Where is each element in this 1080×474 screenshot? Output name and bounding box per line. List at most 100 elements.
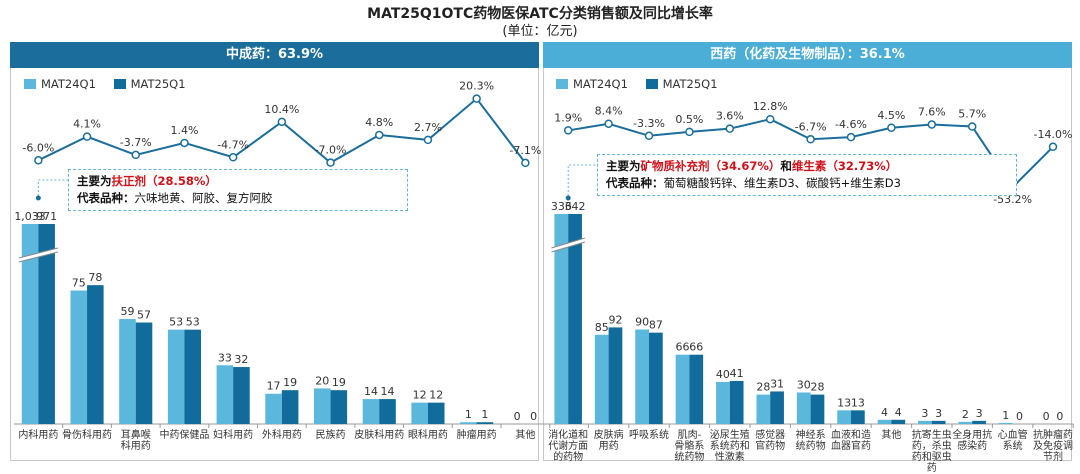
data-label-mat24: 3	[921, 407, 928, 420]
bar-mat24	[594, 334, 609, 424]
bar-mat24	[716, 382, 730, 424]
growth-point	[967, 122, 977, 131]
growth-label: 0.5%	[675, 113, 703, 126]
bar-mat24	[837, 410, 851, 424]
bar-mat25	[427, 402, 445, 424]
bar-mat24	[756, 394, 771, 424]
growth-point	[765, 114, 775, 124]
bar-mat25	[476, 422, 494, 424]
bar-mat25	[87, 285, 104, 424]
data-label-mat25: 32	[234, 353, 248, 366]
growth-label: 1.9%	[554, 111, 582, 124]
bar-mat25	[729, 380, 744, 424]
category-label: 抗肿瘤药 及免疫调 节剂	[1033, 430, 1073, 463]
growth-point	[131, 150, 140, 160]
bar-mat24	[216, 365, 234, 424]
data-label-mat24: 20	[315, 374, 329, 387]
data-label-mat25: 66	[689, 341, 703, 354]
growth-point	[563, 126, 573, 135]
bar-mat24	[635, 329, 649, 424]
bar-mat25	[281, 390, 299, 424]
data-label-mat25: 3	[976, 407, 983, 420]
data-label-mat24: 13	[837, 396, 851, 409]
data-label-mat25: 14	[381, 385, 395, 398]
data-label-mat25: 971	[36, 210, 57, 223]
annotation-western: 主要为矿物质补充剂（34.67%）和维生素（32.73%） 代表品种：葡萄糖酸钙…	[597, 154, 1017, 196]
data-label-mat24: 12	[413, 389, 427, 402]
growth-label: -6.0%	[22, 141, 54, 154]
category-label: 外科用药	[261, 430, 302, 441]
legend-swatch-mat24	[24, 79, 36, 89]
growth-point	[887, 123, 896, 133]
legend-tcm: MAT24Q1 MAT25Q1	[24, 77, 200, 91]
annotation-leader	[567, 164, 597, 196]
category-label: 消化道和 代谢方面 的药物	[548, 430, 589, 463]
panel-header-tcm: 中成药：63.9%	[10, 42, 539, 68]
bar-mat25	[330, 390, 348, 424]
data-label-mat24: 4	[881, 406, 888, 419]
growth-label: 7.6%	[918, 106, 946, 119]
bar-mat24	[362, 399, 380, 424]
growth-point	[685, 127, 694, 137]
bar-mat25	[233, 367, 250, 424]
growth-label: 20.3%	[459, 80, 494, 93]
data-label-mat25: 57	[137, 309, 151, 322]
growth-point	[472, 94, 481, 103]
axis-break-mark	[18, 248, 58, 262]
data-label-mat24: 336	[551, 200, 572, 213]
growth-label: -3.7%	[120, 136, 152, 149]
data-label-mat25: 28	[810, 381, 824, 394]
growth-label: -6.7%	[795, 120, 827, 133]
growth-point	[806, 135, 815, 144]
category-label: 血液和造 血器官药	[831, 430, 871, 452]
legend-swatch-mat24	[556, 79, 568, 89]
category-label: 内科用药	[18, 430, 59, 441]
category-label: 呼吸系统	[629, 430, 669, 441]
growth-label: -3.3%	[633, 117, 665, 130]
category-label: 抗寄生虫 药，杀虫 药和驱虫药	[911, 430, 952, 474]
data-label-mat24: 14	[364, 385, 378, 398]
bar-mat24	[265, 393, 282, 424]
data-label-mat24: 75	[72, 277, 86, 290]
growth-point	[521, 158, 530, 168]
growth-point	[725, 124, 735, 133]
data-label-mat24: 90	[635, 316, 649, 329]
category-label: 肿瘤用药	[456, 430, 497, 441]
category-label: 泌尿生殖 系统药和 性激素	[709, 430, 750, 463]
data-label-mat24: 59	[120, 305, 134, 318]
bar-mat24	[675, 354, 690, 424]
legend-label-mat25: MAT25Q1	[130, 77, 186, 91]
bar-mat24	[411, 402, 428, 424]
bar-mat24	[877, 419, 892, 424]
legend-swatch-mat25	[645, 79, 658, 89]
category-label: 心血管 系统	[997, 430, 1028, 452]
legend-label-mat25: MAT25Q1	[662, 77, 718, 91]
data-label-mat24: 40	[716, 368, 730, 381]
growth-point	[927, 120, 937, 129]
data-label-mat24: 66	[676, 341, 690, 354]
growth-label: -4.7%	[217, 138, 249, 151]
bar-mat24	[918, 420, 932, 424]
data-label-mat24: 1	[465, 408, 472, 421]
category-label: 中药保健品	[159, 430, 210, 441]
category-label: 其他	[515, 430, 536, 441]
growth-point	[1048, 142, 1058, 152]
axis-break-mark	[551, 238, 585, 252]
data-label-mat24: 2	[962, 408, 969, 421]
legend-label-mat24: MAT24Q1	[41, 77, 96, 91]
panel-tcm	[10, 68, 539, 461]
data-label-mat24: 1,033	[14, 210, 46, 223]
legend-western: MAT24Q1 MAT25Q1	[556, 77, 732, 91]
annotation-anchor	[35, 195, 41, 201]
bar-mat25	[891, 419, 906, 424]
bar-mat25	[689, 354, 704, 424]
bar-mat25	[770, 391, 784, 424]
growth-point	[423, 135, 433, 145]
data-label-mat25: 342	[565, 200, 586, 213]
growth-label: 8.4%	[595, 105, 623, 118]
bar-mat25	[568, 214, 582, 424]
annotation-leader	[37, 179, 68, 196]
data-label-mat25: 31	[770, 377, 784, 390]
legend-swatch-mat25	[113, 79, 126, 89]
